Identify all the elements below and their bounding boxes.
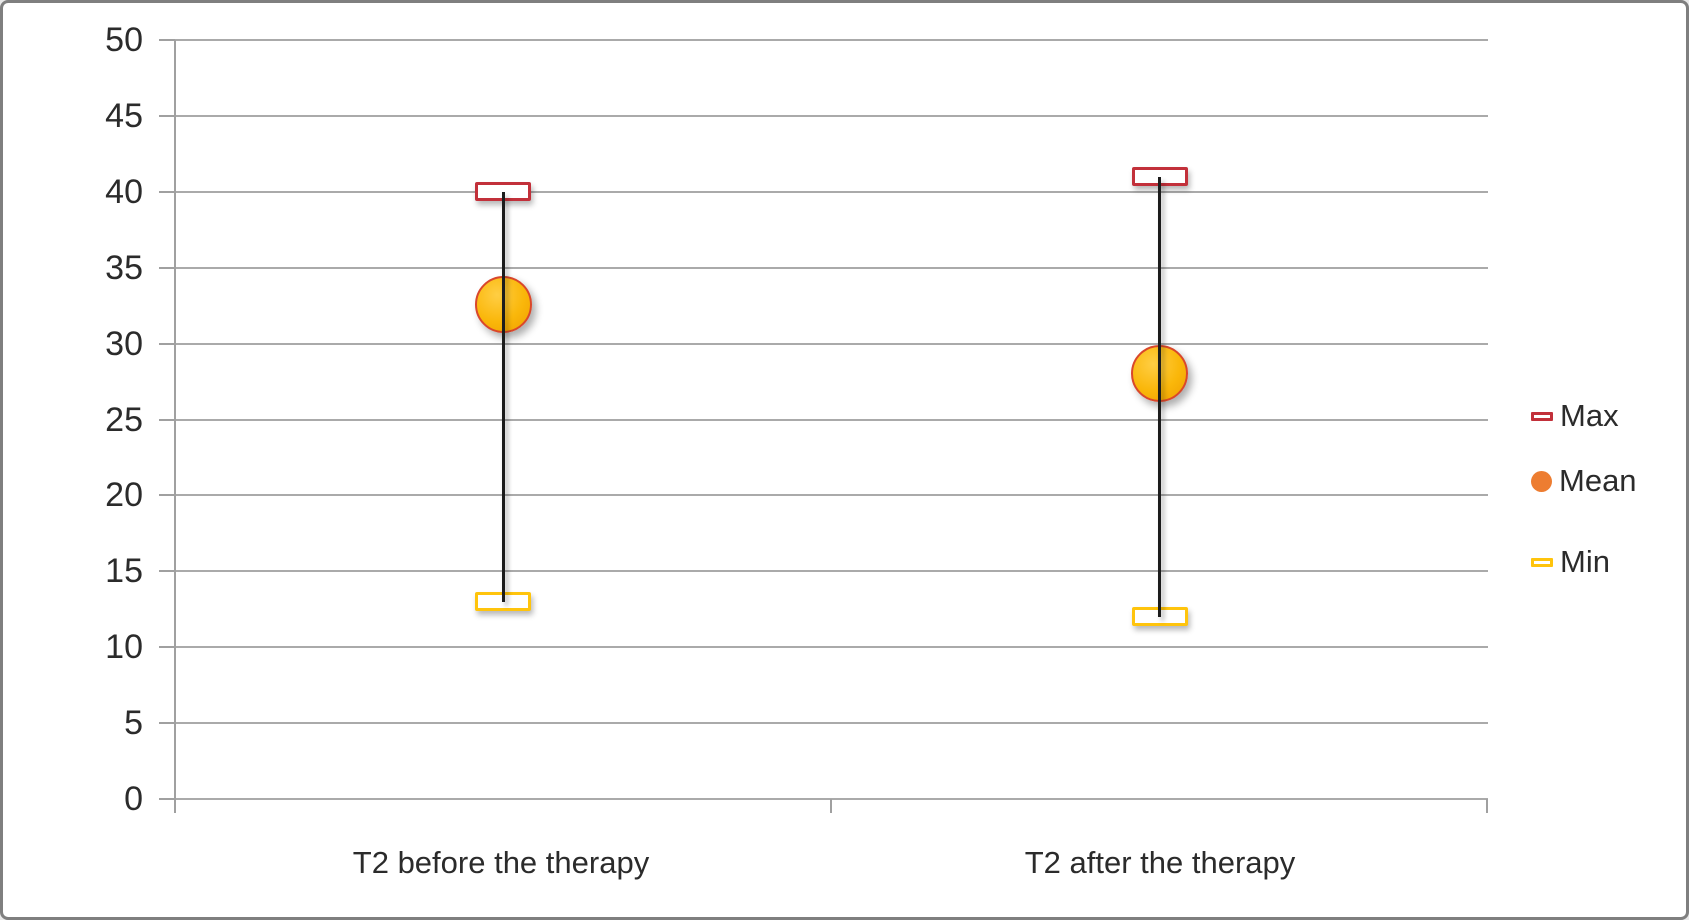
gridline: [175, 418, 1488, 421]
y-axis-tick-label: 15: [105, 552, 143, 591]
y-axis-tick: [159, 798, 175, 800]
y-axis-tick: [159, 266, 175, 269]
y-axis-tick: [159, 342, 175, 345]
y-axis-tick: [159, 418, 175, 421]
max-legend-marker-icon: [1531, 411, 1553, 421]
y-axis-tick: [159, 570, 175, 573]
legend-item-max: Max: [1531, 393, 1619, 439]
legend-item-min: Min: [1531, 539, 1610, 585]
category-label-before: T2 before the therapy: [352, 845, 650, 880]
y-axis-tick-label: 25: [105, 400, 143, 439]
y-axis-tick-label: 20: [105, 476, 143, 515]
gridline: [175, 190, 1488, 193]
category-label-after: T2 after the therapy: [1024, 845, 1296, 880]
x-axis-tick: [830, 799, 832, 813]
gridline: [175, 266, 1488, 269]
legend-label-mean: Mean: [1559, 463, 1637, 498]
y-axis-tick-label: 45: [105, 96, 143, 135]
y-axis-tick-label: 40: [105, 172, 143, 211]
gridline: [175, 114, 1488, 117]
y-axis-tick-label: 0: [124, 780, 143, 818]
y-axis-line: [174, 40, 176, 801]
gridline: [175, 570, 1488, 573]
y-axis-tick-label: 10: [105, 628, 143, 667]
gridline: [175, 722, 1488, 725]
y-axis-tick: [159, 39, 175, 41]
legend-item-mean: Mean: [1531, 458, 1637, 504]
y-axis-tick-label: 50: [105, 21, 143, 59]
hilo-line: [501, 191, 505, 602]
x-axis-tick: [174, 799, 176, 813]
y-axis-tick: [159, 722, 175, 725]
y-axis-tick: [159, 190, 175, 193]
y-axis-tick-label: 5: [124, 704, 143, 743]
gridline: [175, 39, 1488, 41]
y-axis-tick: [159, 646, 175, 649]
gridline: [175, 494, 1488, 497]
y-axis-tick-label: 30: [105, 324, 143, 363]
gridline: [175, 646, 1488, 649]
legend-label-min: Min: [1560, 544, 1610, 579]
legend-label-max: Max: [1560, 398, 1619, 433]
mean-legend-marker-icon: [1531, 470, 1552, 492]
x-axis-tick: [1486, 799, 1488, 813]
min-legend-marker-icon: [1531, 557, 1553, 567]
y-axis-tick-label: 35: [105, 248, 143, 287]
gridline: [175, 342, 1488, 345]
y-axis-tick: [159, 494, 175, 497]
y-axis-tick: [159, 114, 175, 117]
hilo-line: [1158, 176, 1162, 617]
